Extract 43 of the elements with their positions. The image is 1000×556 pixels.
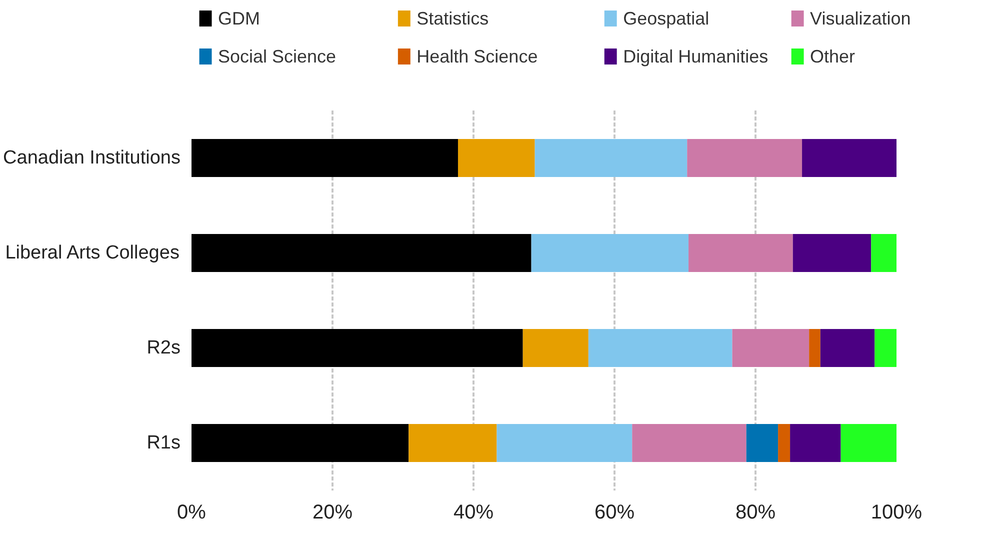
legend-label: Digital Humanities <box>623 46 768 66</box>
legend-label: Health Science <box>416 46 538 66</box>
x-tick-label: 80% <box>735 502 776 524</box>
bar <box>192 424 409 462</box>
y-tick-label: R1s <box>146 432 181 454</box>
bar <box>792 234 872 272</box>
bar <box>802 139 896 177</box>
bar <box>840 424 896 462</box>
bar <box>522 329 588 367</box>
legend-label: Geospatial <box>623 8 710 28</box>
bar <box>688 234 793 272</box>
bar <box>496 424 632 462</box>
bar <box>632 424 746 462</box>
bar <box>588 329 732 367</box>
bar <box>192 329 523 367</box>
bar <box>778 424 790 462</box>
legend-label: Social Science <box>218 46 336 66</box>
y-tick-label: R2s <box>146 338 181 358</box>
bar <box>874 329 896 367</box>
legend-label: Other <box>810 46 856 66</box>
bar <box>809 329 820 367</box>
bar <box>458 139 535 177</box>
bar <box>746 424 778 462</box>
bar <box>871 234 896 272</box>
x-tick-label: 20% <box>312 502 353 524</box>
x-tick-label: 40% <box>453 502 494 524</box>
y-tick-label: Liberal Arts Colleges <box>5 242 180 264</box>
legend-label: GDM <box>218 8 260 28</box>
bar <box>732 329 810 367</box>
legend-label: Statistics <box>416 8 489 28</box>
x-tick-label: 100% <box>870 502 922 524</box>
bar <box>790 424 841 462</box>
bar <box>687 139 802 177</box>
bar <box>820 329 875 367</box>
bar <box>534 139 688 177</box>
bar <box>408 424 497 462</box>
y-tick-label: Canadian Institutions <box>3 148 181 168</box>
legend-label: Visualization <box>810 8 911 28</box>
bar <box>531 234 689 272</box>
x-tick-label: 60% <box>594 502 635 524</box>
bar <box>192 234 532 272</box>
x-tick-label: 0% <box>177 502 206 524</box>
bar <box>192 139 458 177</box>
